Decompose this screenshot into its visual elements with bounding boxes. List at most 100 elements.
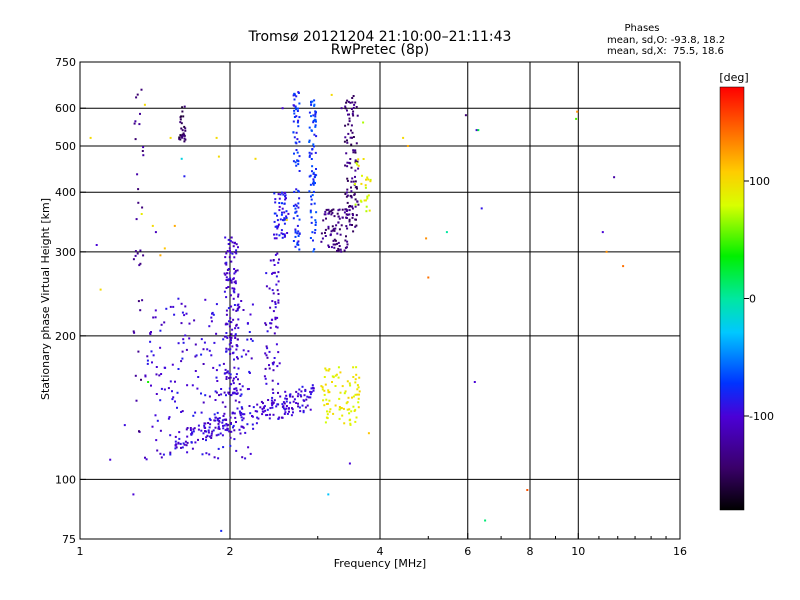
data-point xyxy=(308,111,311,114)
data-point xyxy=(277,193,280,196)
data-point xyxy=(271,388,274,391)
data-point xyxy=(272,401,275,404)
data-point xyxy=(276,326,279,329)
data-point xyxy=(272,292,275,295)
data-point xyxy=(315,111,317,114)
data-point xyxy=(215,369,218,372)
data-point xyxy=(337,250,340,253)
data-point xyxy=(237,326,240,329)
data-point xyxy=(324,228,327,231)
data-point xyxy=(277,351,280,354)
data-point xyxy=(345,246,348,249)
data-point xyxy=(133,331,136,334)
data-point xyxy=(278,205,281,208)
data-point xyxy=(182,132,185,135)
data-point xyxy=(233,304,236,306)
data-point xyxy=(211,430,214,433)
data-point xyxy=(278,362,281,365)
data-point xyxy=(181,350,184,353)
data-point xyxy=(271,406,274,409)
data-point xyxy=(240,416,243,419)
data-point xyxy=(292,94,295,97)
data-point xyxy=(255,422,258,425)
data-point xyxy=(331,211,334,214)
data-point xyxy=(263,405,266,408)
data-point xyxy=(269,326,272,329)
data-point xyxy=(240,300,243,302)
data-point xyxy=(163,321,166,324)
data-point xyxy=(330,230,333,233)
data-point xyxy=(267,399,270,401)
data-point xyxy=(241,407,244,410)
data-point xyxy=(178,136,181,139)
colorbar-tick-label: 100 xyxy=(749,175,770,188)
data-point xyxy=(343,249,346,252)
data-point xyxy=(273,399,276,402)
data-point xyxy=(271,272,273,275)
data-point xyxy=(298,406,301,409)
data-point xyxy=(309,393,312,396)
data-point xyxy=(264,352,267,355)
data-point xyxy=(225,276,228,279)
data-point xyxy=(272,259,275,261)
y-tick-label: 300 xyxy=(55,246,76,259)
data-point xyxy=(343,392,346,395)
data-point xyxy=(236,357,239,360)
data-point xyxy=(313,133,316,136)
data-point xyxy=(211,311,214,314)
data-point xyxy=(240,406,243,409)
data-point xyxy=(288,410,290,413)
data-point xyxy=(222,424,224,427)
data-point xyxy=(334,227,337,230)
data-point xyxy=(215,434,218,437)
data-point xyxy=(150,331,152,333)
data-point xyxy=(221,421,224,424)
data-point xyxy=(186,427,189,429)
data-point xyxy=(339,248,342,251)
data-point xyxy=(232,377,235,380)
data-point xyxy=(284,235,286,237)
data-point xyxy=(350,166,353,169)
data-point xyxy=(281,107,284,110)
data-point xyxy=(218,364,221,367)
data-point xyxy=(192,428,195,431)
data-point xyxy=(172,396,175,399)
data-point xyxy=(352,106,355,109)
data-point xyxy=(334,385,337,387)
data-point xyxy=(181,311,184,314)
data-point xyxy=(356,114,359,117)
colorbar-gradient xyxy=(719,86,745,511)
data-point xyxy=(357,158,360,161)
data-point xyxy=(222,446,225,449)
data-point xyxy=(240,355,243,358)
data-point xyxy=(357,406,360,409)
data-point xyxy=(236,304,239,307)
data-point xyxy=(356,384,359,387)
data-point xyxy=(281,211,283,214)
data-point xyxy=(177,368,180,370)
data-point xyxy=(289,393,292,396)
data-point xyxy=(209,423,212,426)
data-point xyxy=(312,178,315,181)
data-point xyxy=(292,217,295,220)
data-point xyxy=(259,406,262,409)
data-point xyxy=(227,391,230,394)
data-point xyxy=(225,347,228,350)
data-point xyxy=(306,404,309,407)
data-point xyxy=(351,112,354,115)
data-point xyxy=(194,355,197,358)
data-point xyxy=(169,136,172,139)
data-point xyxy=(325,398,328,401)
data-point xyxy=(222,415,225,417)
data-point xyxy=(239,388,242,391)
data-point xyxy=(294,235,297,238)
data-point xyxy=(228,247,231,250)
data-point xyxy=(347,396,350,399)
data-point xyxy=(265,345,268,348)
data-point xyxy=(345,216,348,219)
data-point xyxy=(282,193,285,196)
data-point xyxy=(366,197,369,200)
data-point xyxy=(281,416,284,419)
data-point xyxy=(208,435,211,438)
data-point xyxy=(290,414,293,417)
